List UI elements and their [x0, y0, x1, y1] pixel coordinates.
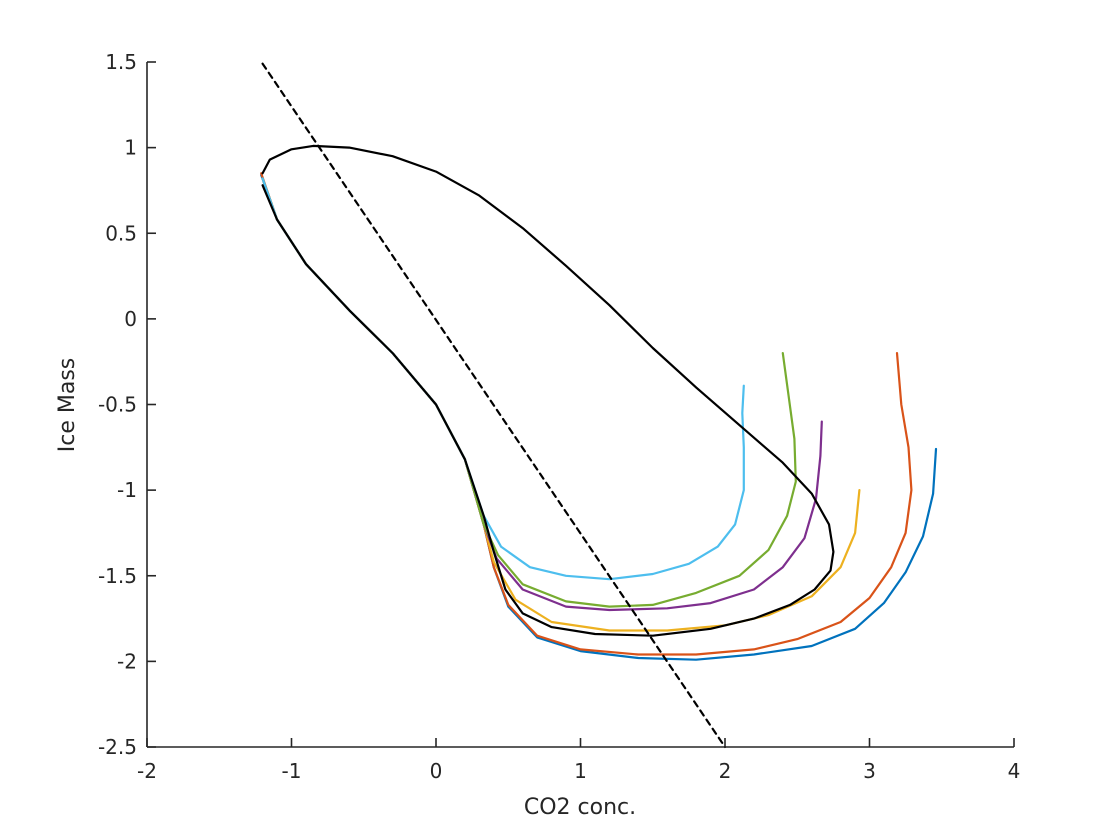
series-line-5 [261, 177, 797, 608]
x-tick-label: -2 [137, 759, 157, 783]
x-tick-label: -1 [282, 759, 302, 783]
y-tick-label: -2 [117, 649, 137, 673]
x-tick-label: 1 [574, 759, 587, 783]
series-line-3 [261, 177, 861, 632]
y-tick-label: 1.5 [105, 50, 137, 74]
x-tick-label: 2 [719, 759, 732, 783]
series-line-6 [261, 177, 745, 581]
series-layer [260, 62, 938, 749]
y-tick-label: 1 [124, 136, 137, 160]
y-tick-label: -2.5 [98, 735, 137, 759]
x-axis-label: CO2 conc. [524, 795, 636, 820]
y-tick-label: 0 [124, 307, 137, 331]
y-tick-label: 0.5 [105, 221, 137, 245]
x-tick-label: 0 [430, 759, 443, 783]
x-tick-label: 3 [863, 759, 876, 783]
y-tick-label: -1 [117, 478, 137, 502]
y-tick-label: -1.5 [98, 564, 137, 588]
y-tick-label: -0.5 [98, 393, 137, 417]
boundary-dashed-line [261, 62, 727, 749]
y-axis-label: Ice Mass [55, 358, 80, 453]
series-line-7 [261, 144, 835, 637]
series-line-2 [260, 172, 913, 656]
axes [146, 62, 1014, 748]
series-line-1 [260, 173, 938, 661]
x-tick-label: 4 [1008, 759, 1021, 783]
series-line-4 [261, 177, 823, 612]
ticks: -2 -1 0 1 2 3 4-2.5-2-1.5-1-0.500.511.5 [98, 50, 1020, 783]
